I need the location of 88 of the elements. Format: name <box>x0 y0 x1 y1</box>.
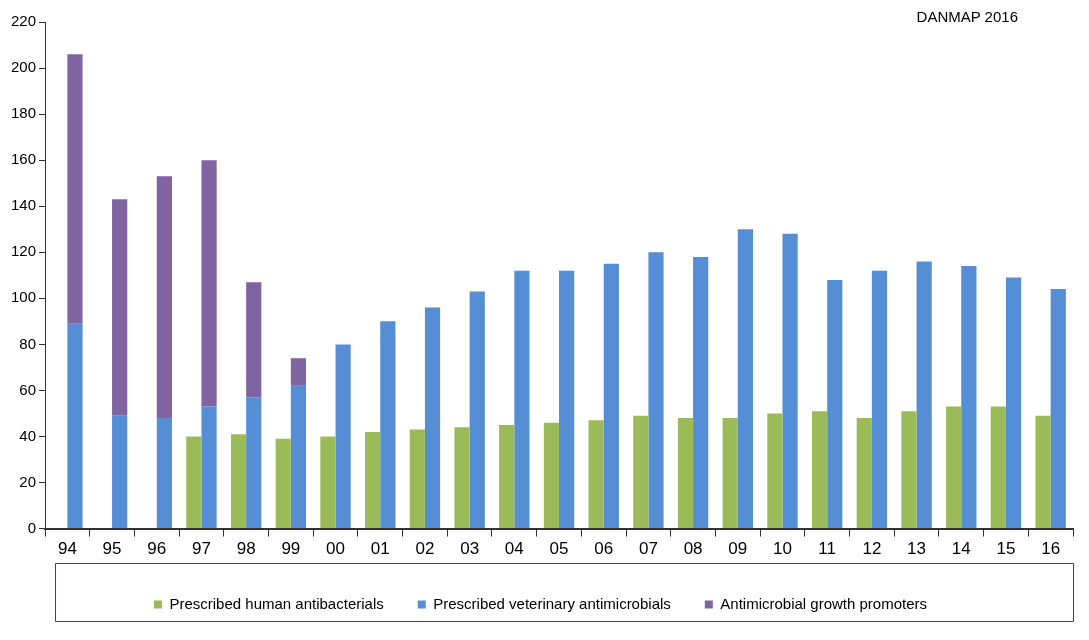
x-tick-label: 03 <box>460 539 480 559</box>
x-tick-label: 02 <box>415 539 435 559</box>
x-tick-label: 98 <box>236 539 256 559</box>
bar <box>827 279 843 529</box>
bar <box>67 54 83 324</box>
legend-label: Antimicrobial growth promoters <box>720 594 928 612</box>
bar <box>514 270 530 529</box>
x-tick-label: 15 <box>996 539 1016 559</box>
x-tick-label: 94 <box>57 539 77 559</box>
y-tick-label: 0 <box>27 518 37 536</box>
bar <box>156 418 172 529</box>
bar <box>201 160 217 407</box>
y-tick-label: 80 <box>19 334 37 352</box>
x-tick-label: 07 <box>638 539 658 559</box>
bar <box>737 229 753 529</box>
bar <box>246 282 262 398</box>
x-tick-label: 95 <box>102 539 122 559</box>
bar <box>603 263 619 529</box>
bar <box>648 252 664 529</box>
bar <box>156 176 172 419</box>
bar <box>990 406 1006 529</box>
bar <box>677 418 694 529</box>
y-tick-label: 140 <box>11 196 37 214</box>
x-tick-label: 11 <box>818 539 837 559</box>
bar <box>856 418 872 529</box>
bar <box>454 427 470 529</box>
bar <box>201 406 217 529</box>
y-tick-label: 20 <box>19 472 37 490</box>
legend-label: Prescribed human antibacterials <box>169 594 384 612</box>
bar <box>1005 277 1022 529</box>
y-tick-label: 200 <box>11 58 37 76</box>
x-tick-label: 99 <box>281 539 301 559</box>
y-tick-label: 220 <box>11 12 37 30</box>
bar <box>722 418 738 529</box>
x-tick-label: 00 <box>326 539 345 559</box>
bar <box>335 344 351 529</box>
bar <box>320 436 336 529</box>
x-tick-label: 97 <box>192 539 211 559</box>
x-tick-label: 14 <box>951 539 971 559</box>
x-tick-label: 13 <box>907 539 927 559</box>
bar <box>67 323 83 529</box>
bar <box>499 424 515 529</box>
y-tick-label: 120 <box>11 242 37 260</box>
bar <box>230 434 247 529</box>
x-tick-label: 04 <box>504 539 524 559</box>
bar <box>469 291 485 529</box>
bar <box>1050 289 1066 529</box>
x-tick-label: 01 <box>370 539 390 559</box>
bar <box>767 413 783 529</box>
bar <box>112 199 128 416</box>
bar <box>916 261 932 529</box>
y-tick-label: 100 <box>11 288 37 306</box>
bar <box>811 411 828 529</box>
x-tick-label: 09 <box>728 539 748 559</box>
x-tick-label: 12 <box>862 539 882 559</box>
x-tick-label: 08 <box>683 539 703 559</box>
bar <box>871 270 888 529</box>
bar <box>901 411 917 529</box>
bar <box>588 420 604 529</box>
bar <box>543 422 560 529</box>
bar <box>275 438 291 529</box>
y-tick-label: 40 <box>19 426 37 444</box>
bar <box>409 429 425 529</box>
x-tick-label: 16 <box>1041 539 1061 559</box>
bar <box>559 270 575 529</box>
bar <box>424 307 441 529</box>
bar <box>112 415 128 529</box>
x-tick-label: 96 <box>147 539 167 559</box>
x-tick-label: 10 <box>773 539 792 559</box>
bar <box>1035 415 1051 529</box>
bar <box>946 406 962 529</box>
y-tick-label: 160 <box>11 150 37 168</box>
legend-label: Prescribed veterinary antimicrobials <box>433 594 671 612</box>
annotation: DANMAP 2016 <box>916 7 1018 25</box>
bar <box>693 256 709 529</box>
bar <box>290 385 307 529</box>
bar <box>961 266 977 529</box>
bar <box>782 233 798 529</box>
bar <box>186 436 202 529</box>
bar <box>365 431 381 529</box>
bar <box>246 397 262 529</box>
y-tick-label: 60 <box>19 380 37 398</box>
x-tick-label: 05 <box>549 539 569 559</box>
bar <box>290 358 307 386</box>
y-tick-label: 180 <box>11 104 37 122</box>
bar <box>380 321 396 529</box>
x-tick-label: 06 <box>594 539 614 559</box>
bar <box>633 415 649 529</box>
